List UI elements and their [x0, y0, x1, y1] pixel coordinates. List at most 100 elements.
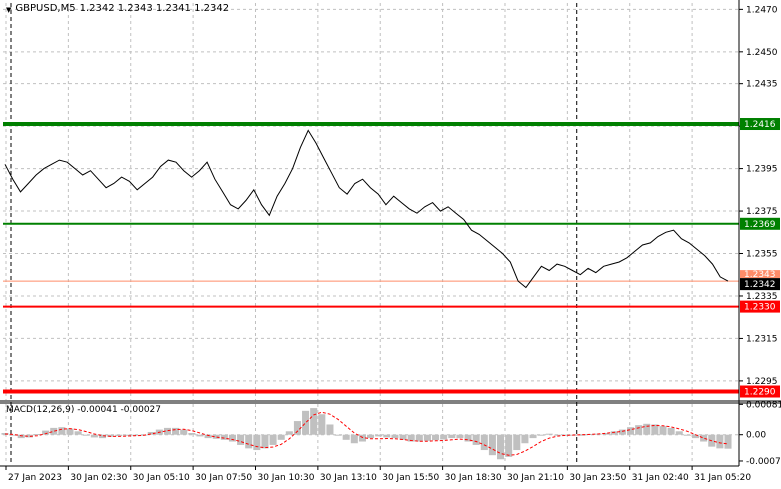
macd-bar	[537, 434, 545, 436]
macd-bar	[659, 426, 667, 435]
macd-bar	[700, 434, 708, 442]
macd-bar	[1, 433, 9, 435]
macd-series	[1, 408, 732, 460]
bid-tag-label: 1.2342	[744, 280, 776, 290]
chart-frame	[0, 0, 781, 467]
macd-bar	[33, 434, 42, 436]
macd-bar	[399, 434, 407, 440]
macd-bar	[635, 425, 643, 435]
level-tag	[740, 385, 780, 398]
macd-bar	[456, 434, 464, 439]
macd-bar	[724, 434, 732, 449]
macd-bar	[651, 424, 659, 435]
macd-bar	[358, 434, 366, 442]
macd-bar	[683, 434, 691, 436]
macd-bar	[350, 434, 358, 444]
price-tick-label: 1.2395	[746, 165, 778, 175]
macd-bar	[310, 408, 318, 435]
time-tick-label: 30 Jan 07:50	[195, 473, 252, 483]
macd-bar	[9, 434, 17, 436]
time-tick-label: 30 Jan 10:30	[257, 473, 314, 483]
macd-bar	[17, 434, 25, 439]
dropdown-arrow-icon[interactable]: ▼	[6, 6, 12, 14]
price-tick-label: 1.2375	[746, 207, 778, 217]
macd-bar	[82, 434, 90, 436]
time-tick-label: 27 Jan 2023	[8, 473, 62, 483]
macd-bar	[667, 427, 675, 435]
macd-bar	[66, 428, 74, 435]
macd-bar	[107, 434, 115, 437]
macd-bar	[423, 434, 431, 441]
macd-bar	[610, 431, 618, 435]
macd-bar	[407, 434, 415, 442]
level-tag-label: 1.2369	[744, 220, 776, 230]
level-tag	[740, 217, 780, 230]
macd-bar	[488, 434, 496, 456]
price-levels	[3, 122, 739, 394]
macd-bar	[367, 434, 375, 439]
macd-bar	[188, 433, 196, 435]
macd-bar	[383, 434, 391, 438]
macd-bar	[602, 433, 610, 435]
macd-bar	[578, 434, 586, 436]
symbol-label: GBPUSD,M5	[15, 3, 76, 14]
price-tick-label: 1.2335	[746, 292, 778, 302]
macd-bar	[716, 434, 724, 449]
ask-tag-label: 1.2343	[744, 270, 776, 280]
macd-bar	[545, 433, 553, 435]
macd-bar	[342, 434, 350, 440]
time-tick-label: 31 Jan 02:40	[632, 473, 689, 483]
price-tick-label: 1.2295	[746, 377, 778, 387]
macd-bar	[675, 431, 683, 435]
macd-bar	[98, 434, 107, 439]
macd-bar	[643, 423, 651, 435]
macd-bar	[480, 434, 488, 451]
time-tick-label: 30 Jan 18:30	[445, 473, 502, 483]
time-tick-label: 30 Jan 05:10	[133, 473, 190, 483]
macd-bar	[50, 427, 58, 435]
macd-bar	[147, 431, 155, 435]
macd-bar	[440, 434, 448, 440]
macd-bar	[691, 434, 700, 439]
macd-bar	[245, 434, 253, 449]
macd-bar	[58, 427, 66, 435]
time-tick-label: 30 Jan 21:10	[507, 473, 564, 483]
macd-bar	[172, 427, 180, 435]
macd-bar	[626, 427, 635, 435]
macd-bar	[269, 434, 277, 445]
price-tick-label: 1.2470	[746, 5, 778, 15]
price-line	[4, 129, 729, 289]
macd-bar	[74, 431, 82, 435]
macd-bar	[513, 434, 521, 451]
macd-bar	[326, 424, 334, 435]
macd-bar	[261, 434, 269, 449]
time-tick-label: 30 Jan 13:10	[320, 473, 377, 483]
level-tag-label: 1.2416	[744, 120, 776, 130]
macd-bar	[375, 434, 383, 437]
macd-bar	[212, 434, 220, 439]
macd-bar	[521, 434, 529, 444]
macd-bar	[415, 434, 423, 442]
macd-axis: 0.00081 0.00 -0.00077	[739, 400, 781, 467]
time-tick-label: 31 Jan 05:20	[694, 473, 751, 483]
time-axis: 27 Jan 2023 30 Jan 02:30 30 Jan 05:10 30 Ja…	[5, 466, 751, 483]
level-tag	[740, 300, 780, 313]
macd-bar	[196, 434, 204, 437]
macd-bar	[115, 434, 123, 437]
macd-bar	[123, 434, 131, 436]
chart-header: ▼ GBPUSD,M5 1.2342 1.2343 1.2341 1.2342	[6, 3, 229, 17]
bid-tag	[740, 278, 780, 291]
macd-bar	[25, 434, 33, 438]
macd-bar	[220, 434, 228, 440]
macd-bar	[432, 434, 440, 441]
macd-bar	[163, 427, 171, 435]
macd-bar	[42, 430, 50, 435]
price-grid	[3, 3, 739, 462]
macd-bar	[253, 434, 261, 451]
level-tag-label: 1.2330	[744, 303, 776, 313]
ask-tag	[740, 270, 780, 279]
macd-label: MACD(12,26,9) -0.00041 -0.00027	[6, 405, 162, 415]
macd-bar	[464, 434, 472, 442]
macd-bar	[277, 434, 285, 440]
level-tag	[740, 118, 780, 131]
